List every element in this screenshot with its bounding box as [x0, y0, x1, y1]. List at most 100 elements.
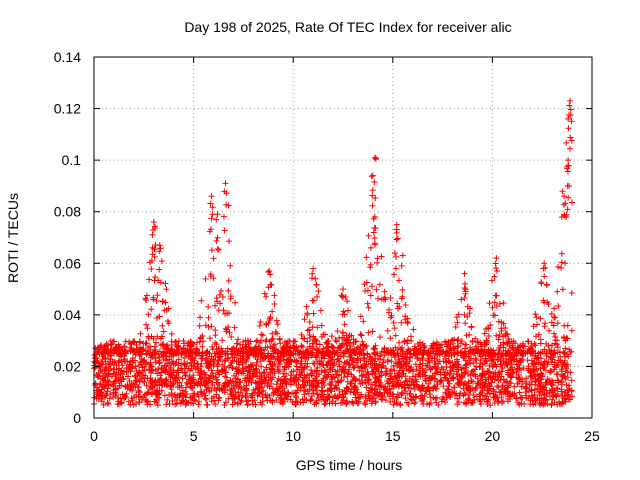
y-tick-label: 0.1 [62, 152, 82, 168]
data-point [350, 400, 357, 407]
data-point [151, 348, 158, 355]
data-point [302, 355, 309, 362]
data-point [310, 360, 317, 367]
data-point [427, 374, 434, 381]
data-point [166, 400, 173, 407]
data-point [381, 288, 388, 295]
data-point [398, 319, 405, 326]
data-point [434, 381, 441, 388]
data-point [416, 363, 423, 370]
data-point [249, 390, 256, 397]
data-point [162, 280, 169, 287]
data-point [473, 384, 480, 391]
data-point [154, 292, 161, 299]
data-point [236, 361, 243, 368]
data-point [479, 379, 486, 386]
data-point [222, 180, 229, 187]
data-point [352, 391, 359, 398]
data-point [135, 384, 142, 391]
data-point [150, 296, 157, 303]
data-point [417, 367, 424, 374]
data-point [166, 356, 173, 363]
data-point [492, 361, 499, 368]
data-point [357, 313, 364, 320]
data-point [202, 322, 209, 329]
data-point [145, 349, 152, 356]
data-point [551, 366, 558, 373]
data-point [339, 293, 346, 300]
data-point [292, 359, 299, 366]
data-point [125, 398, 132, 405]
data-point [567, 134, 574, 141]
data-point [530, 323, 537, 330]
data-point [313, 399, 320, 406]
data-point [278, 394, 285, 401]
data-point [421, 344, 428, 351]
data-point [178, 367, 185, 374]
data-point [505, 339, 512, 346]
data-point [260, 387, 267, 394]
data-point [156, 266, 163, 273]
data-point [556, 348, 563, 355]
data-point [141, 378, 148, 385]
data-point [379, 362, 386, 369]
y-tick-label: 0.12 [54, 101, 81, 117]
data-point [391, 399, 398, 406]
data-point [553, 371, 560, 378]
data-point [493, 332, 500, 339]
data-point [293, 393, 300, 400]
data-point [115, 359, 122, 366]
data-point [307, 397, 314, 404]
data-point [328, 385, 335, 392]
data-point [565, 125, 572, 132]
data-point [248, 345, 255, 352]
data-point [318, 333, 325, 340]
data-point [213, 294, 220, 301]
data-point [229, 401, 236, 408]
data-point [303, 303, 310, 310]
data-point [535, 331, 542, 338]
data-point [561, 211, 568, 218]
data-point [548, 350, 555, 357]
data-point [522, 389, 529, 396]
data-point [233, 393, 240, 400]
data-point [521, 401, 528, 408]
data-point [518, 366, 525, 373]
data-point [266, 338, 273, 345]
data-point [220, 213, 227, 220]
data-point [321, 401, 328, 408]
data-point [364, 350, 371, 357]
data-point [209, 204, 216, 211]
data-point [448, 337, 455, 344]
data-point [331, 348, 338, 355]
data-point [269, 308, 276, 315]
data-point [99, 350, 106, 357]
data-point [254, 385, 261, 392]
data-point [245, 338, 252, 345]
data-point [369, 202, 376, 209]
data-point [430, 340, 437, 347]
data-point [361, 281, 368, 288]
data-point [507, 356, 514, 363]
data-point [394, 235, 401, 242]
data-point [341, 311, 348, 318]
data-point [367, 292, 374, 299]
data-point [490, 386, 497, 393]
data-point [240, 338, 247, 345]
data-point [313, 340, 320, 347]
data-point [343, 401, 350, 408]
data-point [142, 360, 149, 367]
data-point [202, 395, 209, 402]
data-point [128, 346, 135, 353]
data-point [159, 380, 166, 387]
data-point [449, 388, 456, 395]
data-point [219, 361, 226, 368]
data-point [411, 400, 418, 407]
data-point [241, 350, 248, 357]
data-point [299, 335, 306, 342]
data-point [338, 377, 345, 384]
data-point [346, 348, 353, 355]
data-point [479, 361, 486, 368]
data-point [355, 348, 362, 355]
data-point [271, 370, 278, 377]
